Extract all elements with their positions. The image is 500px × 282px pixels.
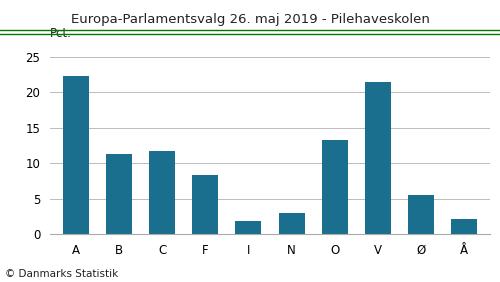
Bar [106,154,132,234]
Text: Pct.: Pct. [50,27,72,40]
Bar [408,195,434,234]
Text: © Danmarks Statistik: © Danmarks Statistik [5,269,118,279]
Bar [236,221,262,234]
Bar [278,213,304,234]
Bar [149,151,175,234]
Bar [192,175,218,234]
Bar [322,140,347,234]
Bar [451,219,477,234]
Bar [365,82,391,234]
Text: Europa-Parlamentsvalg 26. maj 2019 - Pilehaveskolen: Europa-Parlamentsvalg 26. maj 2019 - Pil… [70,13,430,26]
Bar [63,76,89,234]
